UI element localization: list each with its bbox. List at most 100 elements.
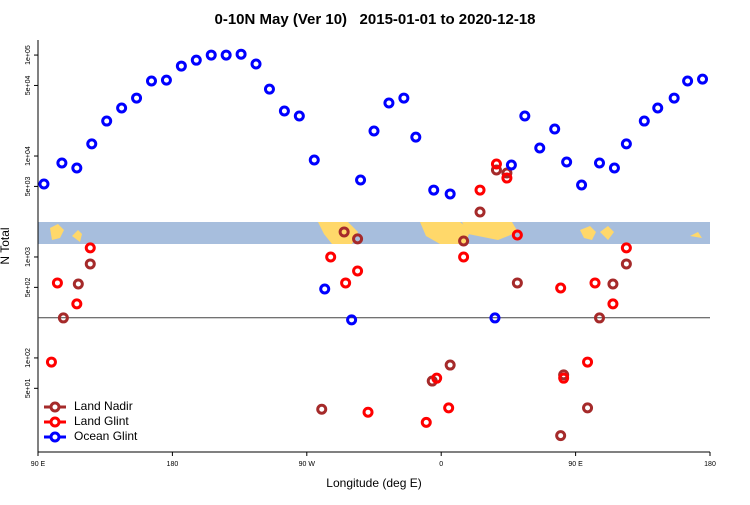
- point: [346, 314, 358, 326]
- x-tick-label: 180: [704, 461, 716, 468]
- point: [428, 184, 440, 196]
- point: [458, 235, 470, 247]
- point: [576, 179, 588, 191]
- point: [444, 359, 456, 371]
- point: [620, 242, 632, 254]
- point: [519, 110, 531, 122]
- point: [340, 277, 352, 289]
- x-tick-label: 90 W: [299, 461, 316, 468]
- legend-label: Land Glint: [74, 414, 129, 428]
- point: [549, 123, 561, 135]
- point: [101, 115, 113, 127]
- point: [582, 356, 594, 368]
- y-tick-label: 1e+04: [25, 146, 32, 166]
- point: [205, 49, 217, 61]
- point: [71, 298, 83, 310]
- point: [620, 138, 632, 150]
- point: [352, 265, 364, 277]
- point: [501, 172, 513, 184]
- point: [593, 157, 605, 169]
- point: [420, 416, 432, 428]
- point: [607, 278, 619, 290]
- point: [638, 115, 650, 127]
- point: [555, 282, 567, 294]
- point: [489, 312, 501, 324]
- point: [316, 403, 328, 415]
- point: [220, 49, 232, 61]
- y-axis-title: N Total: [0, 227, 12, 264]
- point: [131, 92, 143, 104]
- point: [250, 58, 262, 70]
- point: [431, 372, 443, 384]
- point: [72, 278, 84, 290]
- point: [362, 406, 374, 418]
- point: [355, 174, 367, 186]
- point: [652, 102, 664, 114]
- point: [84, 258, 96, 270]
- legend-label: Land Nadir: [74, 399, 133, 413]
- y-tick-label: 5e+02: [25, 277, 32, 297]
- point: [263, 83, 275, 95]
- point: [235, 48, 247, 60]
- point: [56, 157, 68, 169]
- point: [293, 110, 305, 122]
- point: [51, 277, 63, 289]
- point: [71, 162, 83, 174]
- point: [368, 125, 380, 137]
- point: [620, 258, 632, 270]
- point: [558, 372, 570, 384]
- point: [444, 188, 456, 200]
- point: [84, 242, 96, 254]
- point: [589, 277, 601, 289]
- point: [534, 142, 546, 154]
- point: [325, 251, 337, 263]
- point: [175, 60, 187, 72]
- legend-marker: [49, 416, 61, 428]
- point: [607, 298, 619, 310]
- y-tick-label: 5e+04: [25, 76, 32, 96]
- y-tick-label: 5e+03: [25, 176, 32, 196]
- point: [319, 283, 331, 295]
- point: [443, 402, 455, 414]
- point: [490, 158, 502, 170]
- point: [511, 277, 523, 289]
- point: [555, 430, 567, 442]
- point: [608, 162, 620, 174]
- y-tick-label: 5e+01: [25, 378, 32, 398]
- point: [561, 156, 573, 168]
- point: [501, 167, 513, 179]
- y-tick-label: 1e+03: [25, 247, 32, 267]
- point: [410, 131, 422, 143]
- legend-marker: [49, 431, 61, 443]
- point: [86, 138, 98, 150]
- x-axis-title: Longitude (deg E): [326, 476, 421, 490]
- point: [116, 102, 128, 114]
- x-tick-label: 180: [167, 461, 179, 468]
- x-tick-label: 90 E: [568, 461, 583, 468]
- legend-label: Ocean Glint: [74, 429, 138, 443]
- point: [383, 97, 395, 109]
- point: [38, 178, 50, 190]
- point: [160, 74, 172, 86]
- point: [511, 229, 523, 241]
- chart-title: 0-10N May (Ver 10) 2015-01-01 to 2020-12…: [214, 11, 535, 28]
- point: [474, 184, 486, 196]
- point: [278, 105, 290, 117]
- point: [57, 312, 69, 324]
- point: [697, 73, 709, 85]
- map-strip: [38, 222, 710, 244]
- y-tick-label: 1e+02: [25, 348, 32, 368]
- point: [682, 75, 694, 87]
- x-tick-label: 0: [439, 461, 443, 468]
- point: [458, 251, 470, 263]
- point: [398, 92, 410, 104]
- point: [308, 154, 320, 166]
- point: [668, 92, 680, 104]
- point: [505, 159, 517, 171]
- y-tick-label: 1e+05: [25, 45, 32, 65]
- point: [338, 226, 350, 238]
- point: [490, 164, 502, 176]
- point: [582, 402, 594, 414]
- point: [145, 75, 157, 87]
